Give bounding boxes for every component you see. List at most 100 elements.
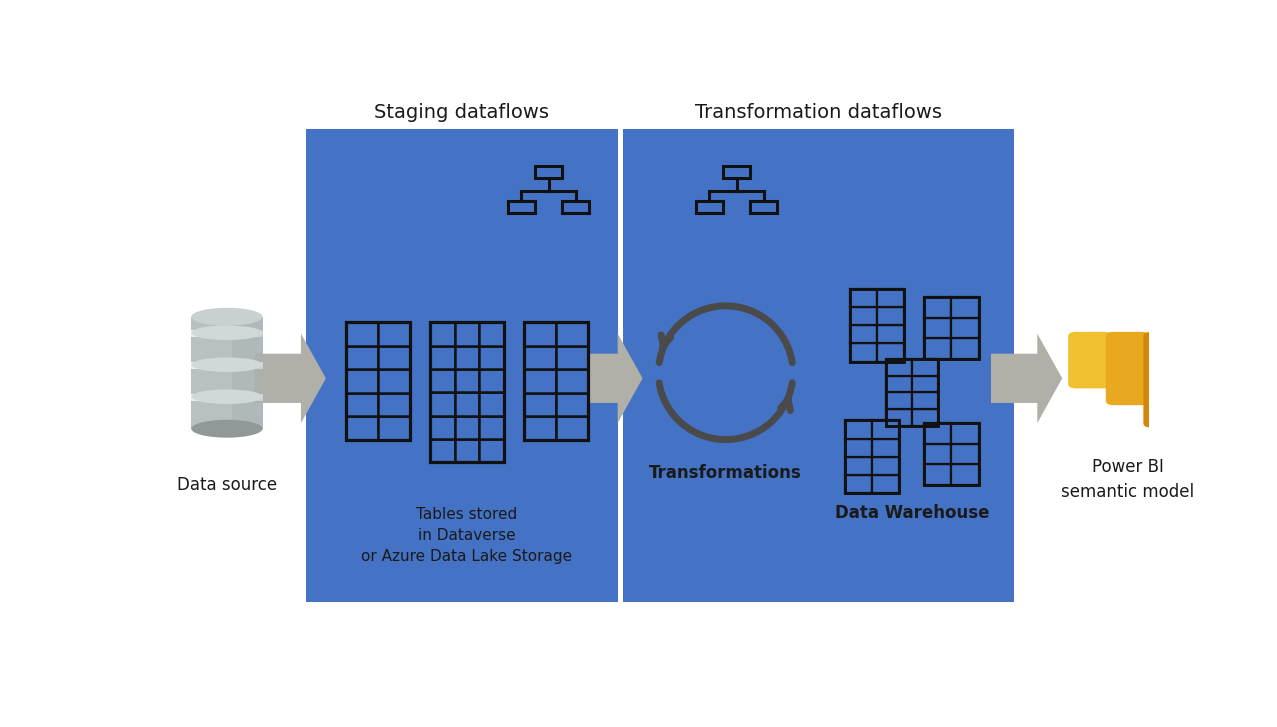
Bar [555, 322, 589, 346]
FancyBboxPatch shape [306, 129, 618, 602]
Bar [872, 475, 899, 493]
Bar [555, 417, 589, 440]
Bar [877, 325, 904, 343]
Bar [877, 289, 904, 307]
Bar [951, 338, 978, 358]
Bar [850, 289, 904, 361]
Bar [346, 346, 378, 369]
Bar [378, 346, 410, 369]
Bar [346, 393, 378, 417]
Bar [872, 457, 899, 475]
Bar [524, 322, 555, 346]
Bar [192, 329, 263, 337]
Bar [535, 166, 562, 178]
Ellipse shape [192, 390, 263, 404]
Bar [845, 420, 872, 438]
Bar [555, 369, 589, 393]
Ellipse shape [192, 326, 263, 340]
Bar [951, 423, 978, 443]
Bar [455, 322, 479, 345]
Bar [850, 343, 877, 361]
Bar [925, 297, 978, 358]
FancyBboxPatch shape [623, 129, 1014, 602]
Bar [192, 393, 263, 401]
Bar [850, 307, 877, 325]
Bar [877, 343, 904, 361]
Bar [555, 393, 589, 417]
FancyBboxPatch shape [1106, 332, 1149, 405]
Bar [192, 361, 263, 369]
Bar [455, 393, 479, 416]
Bar [912, 358, 937, 376]
Bar [845, 457, 872, 475]
Bar [479, 322, 504, 345]
Bar [925, 443, 951, 464]
Bar [479, 345, 504, 369]
Text: Tables stored
in Dataverse
or Azure Data Lake Storage: Tables stored in Dataverse or Azure Data… [361, 507, 572, 564]
Text: Data source: Data source [176, 475, 277, 494]
Bar [479, 369, 504, 393]
Bar [886, 393, 912, 409]
Bar [524, 322, 589, 440]
Bar [951, 318, 978, 338]
Bar [845, 420, 899, 493]
Bar [872, 420, 899, 438]
Bar [912, 393, 937, 409]
Bar [872, 438, 899, 457]
Bar [455, 439, 479, 462]
Bar [524, 393, 555, 417]
Bar [886, 358, 937, 426]
Bar [925, 423, 978, 485]
Bar [524, 346, 555, 369]
Bar [524, 417, 555, 440]
Bar [192, 317, 263, 429]
Polygon shape [571, 334, 642, 423]
FancyBboxPatch shape [1068, 332, 1112, 388]
Bar [912, 376, 937, 393]
Bar [430, 322, 504, 462]
Bar [850, 289, 877, 307]
Ellipse shape [192, 419, 263, 438]
Bar [845, 438, 872, 457]
Polygon shape [232, 317, 263, 429]
Bar [479, 439, 504, 462]
Bar [845, 475, 872, 493]
Bar [524, 369, 555, 393]
Bar [850, 325, 877, 343]
Bar [696, 201, 723, 213]
Text: Power BI
semantic model: Power BI semantic model [1061, 457, 1194, 501]
Bar [912, 409, 937, 426]
Bar [951, 297, 978, 318]
Text: Data Warehouse: Data Warehouse [835, 504, 988, 522]
Bar [455, 369, 479, 393]
Bar [430, 439, 455, 462]
Text: Transformation dataflows: Transformation dataflows [695, 103, 941, 122]
FancyBboxPatch shape [1143, 332, 1186, 427]
Bar [378, 322, 410, 346]
Ellipse shape [192, 308, 263, 326]
Bar [925, 318, 951, 338]
Bar [555, 346, 589, 369]
Bar [479, 393, 504, 416]
Bar [951, 443, 978, 464]
Bar [951, 464, 978, 485]
Bar [479, 416, 504, 439]
Text: Transformations: Transformations [649, 465, 802, 483]
Bar [346, 417, 378, 440]
Bar [346, 322, 410, 440]
Bar [346, 322, 378, 346]
Bar [750, 201, 778, 213]
Bar [430, 369, 455, 393]
Bar [925, 423, 951, 443]
Bar [886, 409, 912, 426]
Bar [562, 201, 590, 213]
Bar [378, 369, 410, 393]
Bar [430, 345, 455, 369]
Polygon shape [991, 334, 1062, 423]
Bar [378, 417, 410, 440]
Bar [925, 297, 951, 318]
Bar [430, 322, 455, 345]
Bar [723, 166, 750, 178]
Bar [430, 393, 455, 416]
Bar [430, 416, 455, 439]
